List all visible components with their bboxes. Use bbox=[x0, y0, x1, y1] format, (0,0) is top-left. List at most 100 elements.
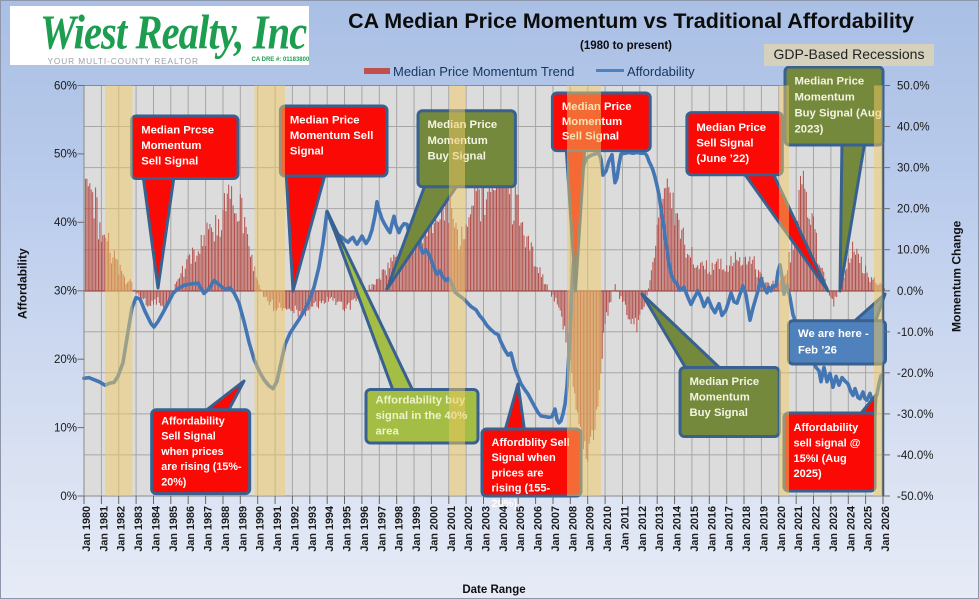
svg-text:Jan 2010: Jan 2010 bbox=[602, 506, 614, 552]
svg-text:Jan 2026: Jan 2026 bbox=[880, 506, 892, 552]
svg-text:30.0%: 30.0% bbox=[897, 163, 930, 175]
svg-text:Sell Signal: Sell Signal bbox=[696, 138, 753, 150]
svg-text:Jan 1996: Jan 1996 bbox=[359, 506, 371, 552]
svg-text:Jan 2011: Jan 2011 bbox=[620, 506, 632, 551]
svg-text:Jan 2009: Jan 2009 bbox=[585, 506, 597, 552]
svg-text:Jan 2008: Jan 2008 bbox=[567, 506, 579, 552]
svg-text:Jan 1984: Jan 1984 bbox=[151, 506, 163, 552]
svg-text:signal in the 40%: signal in the 40% bbox=[376, 410, 468, 422]
svg-text:10.0%: 10.0% bbox=[897, 245, 930, 257]
svg-text:Jan 2017: Jan 2017 bbox=[724, 506, 736, 552]
svg-text:Sell Signal: Sell Signal bbox=[141, 156, 198, 168]
svg-text:0.0%: 0.0% bbox=[897, 286, 923, 298]
svg-text:Jan 1994: Jan 1994 bbox=[324, 506, 336, 552]
svg-text:Jan 2007: Jan 2007 bbox=[550, 506, 562, 552]
svg-text:rising (155-: rising (155- bbox=[492, 483, 551, 495]
svg-text:Jan 1988: Jan 1988 bbox=[220, 506, 232, 552]
svg-text:Affordability: Affordability bbox=[16, 248, 30, 319]
svg-text:Affordability buy: Affordability buy bbox=[376, 395, 466, 407]
svg-text:(June ’22): (June ’22) bbox=[696, 153, 749, 165]
svg-text:Jan 1993: Jan 1993 bbox=[307, 506, 319, 552]
svg-text:2023): 2023) bbox=[795, 124, 824, 136]
svg-text:Median Price: Median Price bbox=[290, 115, 360, 127]
svg-text:Affordability: Affordability bbox=[794, 422, 860, 434]
svg-text:Signal when: Signal when bbox=[492, 452, 556, 464]
svg-text:Jan 2013: Jan 2013 bbox=[654, 506, 666, 552]
svg-text:Momentum Sell: Momentum Sell bbox=[290, 130, 373, 142]
svg-text:Buy Signal (Aug: Buy Signal (Aug bbox=[795, 108, 882, 120]
svg-text:Jan 2001: Jan 2001 bbox=[446, 506, 458, 552]
svg-text:Jan 2016: Jan 2016 bbox=[706, 506, 718, 552]
svg-text:-50.0%: -50.0% bbox=[897, 491, 933, 503]
svg-text:20.0%: 20.0% bbox=[897, 204, 930, 216]
svg-text:Jan 2023: Jan 2023 bbox=[828, 506, 840, 552]
svg-text:-40.0%: -40.0% bbox=[897, 450, 933, 462]
svg-text:Jan 2024: Jan 2024 bbox=[845, 506, 857, 552]
svg-text:Jan 1991: Jan 1991 bbox=[272, 506, 284, 552]
svg-text:Buy Signal: Buy Signal bbox=[690, 407, 748, 419]
svg-text:Jan 2025: Jan 2025 bbox=[863, 506, 875, 552]
svg-text:Median Price: Median Price bbox=[690, 376, 760, 388]
svg-text:Jan 2022: Jan 2022 bbox=[811, 506, 823, 552]
svg-text:Sell Signal: Sell Signal bbox=[161, 431, 216, 443]
svg-text:-30.0%: -30.0% bbox=[897, 409, 933, 421]
svg-text:-10.0%: -10.0% bbox=[897, 327, 933, 339]
svg-text:Jan 2019: Jan 2019 bbox=[758, 506, 770, 552]
svg-text:60%: 60% bbox=[54, 80, 77, 92]
svg-text:10%: 10% bbox=[54, 422, 77, 434]
svg-text:Jan 2018: Jan 2018 bbox=[741, 506, 753, 552]
svg-text:Jan 1986: Jan 1986 bbox=[185, 506, 197, 552]
svg-text:Jan 2004: Jan 2004 bbox=[498, 506, 510, 552]
svg-text:0%: 0% bbox=[60, 491, 77, 503]
svg-text:Momentum: Momentum bbox=[690, 392, 750, 404]
svg-text:40.0%: 40.0% bbox=[897, 122, 930, 134]
svg-text:Affordblity Sell: Affordblity Sell bbox=[492, 437, 570, 449]
svg-text:Jan 2014: Jan 2014 bbox=[672, 506, 684, 552]
svg-text:Jan 2002: Jan 2002 bbox=[463, 506, 475, 552]
svg-text:Jan 2020: Jan 2020 bbox=[776, 506, 788, 552]
svg-text:Jan 2012: Jan 2012 bbox=[637, 506, 649, 552]
svg-text:when prices: when prices bbox=[160, 446, 223, 458]
svg-text:We are here -: We are here - bbox=[798, 328, 869, 340]
svg-text:20%: 20% bbox=[54, 354, 77, 366]
svg-text:Jan 1985: Jan 1985 bbox=[168, 506, 180, 552]
svg-text:Median Price: Median Price bbox=[795, 76, 865, 88]
svg-text:Jan 1999: Jan 1999 bbox=[411, 506, 423, 552]
svg-text:Jan 1995: Jan 1995 bbox=[342, 506, 354, 552]
svg-text:Jan 2003: Jan 2003 bbox=[481, 506, 493, 552]
svg-text:Momentum: Momentum bbox=[795, 92, 855, 104]
svg-text:Jan 2000: Jan 2000 bbox=[428, 506, 440, 552]
svg-text:Affordability: Affordability bbox=[161, 416, 225, 428]
svg-text:are rising (15%-: are rising (15%- bbox=[161, 461, 242, 473]
svg-text:Jan 1987: Jan 1987 bbox=[203, 506, 215, 552]
svg-text:15%I (Aug: 15%I (Aug bbox=[794, 453, 847, 465]
svg-text:Median Price: Median Price bbox=[696, 122, 766, 134]
svg-text:Date Range: Date Range bbox=[462, 584, 525, 596]
svg-text:sell signal @: sell signal @ bbox=[794, 437, 861, 449]
svg-text:30%: 30% bbox=[54, 286, 77, 298]
svg-text:50.0%: 50.0% bbox=[897, 81, 930, 93]
svg-text:-20.0%: -20.0% bbox=[897, 368, 933, 380]
svg-text:40%: 40% bbox=[54, 217, 77, 229]
svg-text:Jan 1998: Jan 1998 bbox=[394, 506, 406, 552]
svg-text:Median Prcse: Median Prcse bbox=[141, 125, 214, 137]
svg-text:Jan 1997: Jan 1997 bbox=[376, 506, 388, 552]
svg-text:Feb ’26: Feb ’26 bbox=[798, 345, 837, 357]
svg-text:Jan 1989: Jan 1989 bbox=[237, 506, 249, 552]
svg-text:Momentum: Momentum bbox=[141, 140, 201, 152]
svg-text:20%): 20%) bbox=[161, 476, 187, 488]
svg-text:Jan 1992: Jan 1992 bbox=[289, 506, 301, 552]
svg-text:50%: 50% bbox=[54, 149, 77, 161]
svg-text:Jan 1981: Jan 1981 bbox=[98, 506, 110, 552]
svg-text:Signal: Signal bbox=[290, 146, 324, 158]
svg-text:Jan 2015: Jan 2015 bbox=[689, 506, 701, 552]
svg-text:Jan 2005: Jan 2005 bbox=[515, 506, 527, 552]
svg-text:Jan 1980: Jan 1980 bbox=[81, 506, 93, 552]
svg-text:Jan 1990: Jan 1990 bbox=[255, 506, 267, 552]
svg-text:prices are: prices are bbox=[492, 467, 544, 479]
svg-text:Jan 1983: Jan 1983 bbox=[133, 506, 145, 552]
svg-text:Jan 2006: Jan 2006 bbox=[533, 506, 545, 552]
svg-text:Jan 2021: Jan 2021 bbox=[793, 506, 805, 552]
svg-text:20%): 20%) bbox=[492, 498, 518, 510]
svg-text:Jan 1982: Jan 1982 bbox=[116, 506, 128, 552]
